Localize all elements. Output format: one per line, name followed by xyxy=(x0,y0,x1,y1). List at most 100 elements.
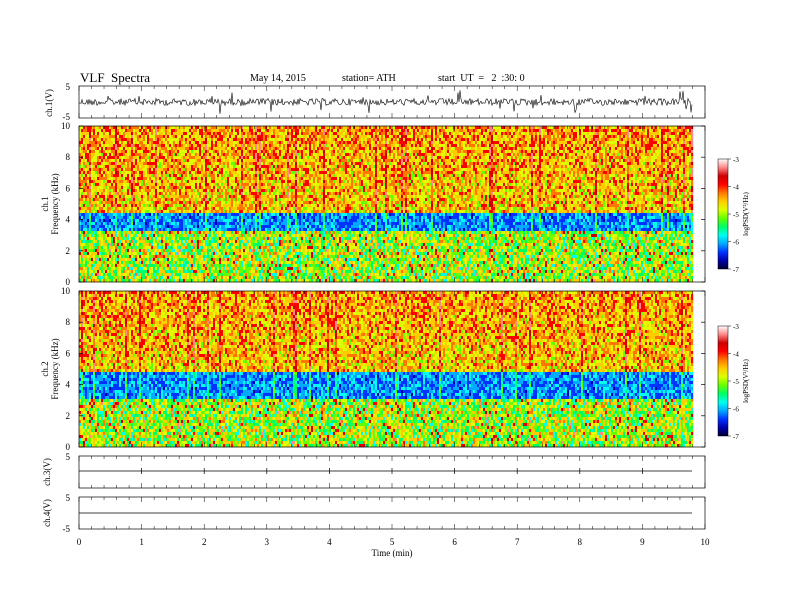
spectrogram-cell xyxy=(83,192,85,195)
spectrogram-cell xyxy=(125,246,127,249)
spectrogram-cell xyxy=(163,144,165,147)
spectrogram-cell xyxy=(151,270,153,273)
spectrogram-cell xyxy=(171,126,173,129)
spectrogram-cell xyxy=(119,270,121,273)
spectrogram-cell xyxy=(187,138,189,141)
spectrogram-cell xyxy=(197,252,199,255)
spectrogram-cell xyxy=(213,144,215,147)
spectrogram-cell xyxy=(243,252,245,255)
spectrogram-cell xyxy=(181,126,183,129)
spectrogram-cell xyxy=(261,231,263,234)
spectrogram-cell xyxy=(199,204,201,207)
spectrogram-cell xyxy=(147,201,149,204)
spectrogram-cell xyxy=(121,219,123,222)
spectrogram-cell xyxy=(239,186,241,189)
spectrogram-cell xyxy=(213,261,215,264)
spectrogram-cell xyxy=(227,141,229,144)
spectrogram-cell xyxy=(173,225,175,228)
spectrogram-cell xyxy=(149,138,151,141)
spectrogram-cell xyxy=(129,219,131,222)
spectrogram-cell xyxy=(199,141,201,144)
spectrogram-cell xyxy=(109,192,111,195)
spectrogram-cell xyxy=(141,198,143,201)
spectrogram-cell xyxy=(113,129,115,132)
spectrogram-cell xyxy=(269,135,271,138)
spectrogram-cell xyxy=(147,156,149,159)
spectrogram-cell xyxy=(109,153,111,156)
spectrogram-cell xyxy=(227,177,229,180)
spectrogram-cell xyxy=(227,159,229,162)
spectrogram-cell xyxy=(155,219,157,222)
spectrogram-cell xyxy=(181,144,183,147)
spectrogram-cell xyxy=(253,141,255,144)
spectrogram-cell xyxy=(115,264,117,267)
spectrogram-cell xyxy=(225,210,227,213)
spectrogram-cell xyxy=(219,129,221,132)
spectrogram-cell xyxy=(179,129,181,132)
spectrogram-cell xyxy=(97,231,99,234)
spectrogram-cell xyxy=(103,150,105,153)
spectrogram-cell xyxy=(235,174,237,177)
spectrogram-cell xyxy=(131,237,133,240)
spectrogram-cell xyxy=(181,273,183,276)
spectrogram-cell xyxy=(105,207,107,210)
spectrogram-cell xyxy=(145,276,147,279)
spectrogram-cell xyxy=(117,171,119,174)
spectrogram-cell xyxy=(81,246,83,249)
spectrogram-cell xyxy=(155,261,157,264)
spectrogram-cell xyxy=(93,222,95,225)
spectrogram-cell xyxy=(107,228,109,231)
spectrogram-cell xyxy=(245,219,247,222)
spectrogram-cell xyxy=(127,219,129,222)
spectrogram-cell xyxy=(211,222,213,225)
spectrogram-cell xyxy=(161,249,163,252)
spectrogram-cell xyxy=(103,144,105,147)
spectrogram-cell xyxy=(265,177,267,180)
spectrogram-cell xyxy=(123,249,125,252)
spectrogram-cell xyxy=(205,189,207,192)
spectrogram-cell xyxy=(121,192,123,195)
spectrogram-cell xyxy=(103,276,105,279)
spectrogram-cell xyxy=(219,258,221,261)
spectrogram-cell xyxy=(145,228,147,231)
spectrogram-cell xyxy=(139,132,141,135)
spectrogram-cell xyxy=(165,165,167,168)
spectrogram-cell xyxy=(245,129,247,132)
spectrogram-cell xyxy=(203,252,205,255)
spectrogram-cell xyxy=(95,273,97,276)
spectrogram-cell xyxy=(161,213,163,216)
spectrogram-cell xyxy=(181,186,183,189)
spectrogram-cell xyxy=(99,276,101,279)
spectrogram-cell xyxy=(109,135,111,138)
spectrogram-cell xyxy=(193,180,195,183)
spectrogram-cell xyxy=(101,261,103,264)
spectrogram-cell xyxy=(229,204,231,207)
spectrogram-cell xyxy=(207,273,209,276)
spectrogram-cell xyxy=(265,192,267,195)
spectrogram-cell xyxy=(255,198,257,201)
spectrogram-cell xyxy=(173,141,175,144)
spectrogram-cell xyxy=(265,264,267,267)
spectrogram-cell xyxy=(133,246,135,249)
spectrogram-cell xyxy=(97,141,99,144)
spectrogram-cell xyxy=(131,132,133,135)
spectrogram-cell xyxy=(159,258,161,261)
spectrogram-cell xyxy=(141,147,143,150)
spectrogram-cell xyxy=(249,204,251,207)
spectrogram-cell xyxy=(241,276,243,279)
spectrogram-cell xyxy=(243,240,245,243)
spectrogram-cell xyxy=(187,144,189,147)
spectrogram-cell xyxy=(223,213,225,216)
spectrogram-cell xyxy=(195,255,197,258)
spectrogram-cell xyxy=(171,204,173,207)
spectrogram-cell xyxy=(125,270,127,273)
spectrogram-cell xyxy=(161,234,163,237)
spectrogram-cell xyxy=(89,249,91,252)
spectrogram-cell xyxy=(167,147,169,150)
spectrogram-cell xyxy=(115,135,117,138)
spectrogram-cell xyxy=(233,231,235,234)
spectrogram-cell xyxy=(225,144,227,147)
spectrogram-cell xyxy=(241,147,243,150)
spectrogram-cell xyxy=(245,144,247,147)
spectrogram-cell xyxy=(147,237,149,240)
